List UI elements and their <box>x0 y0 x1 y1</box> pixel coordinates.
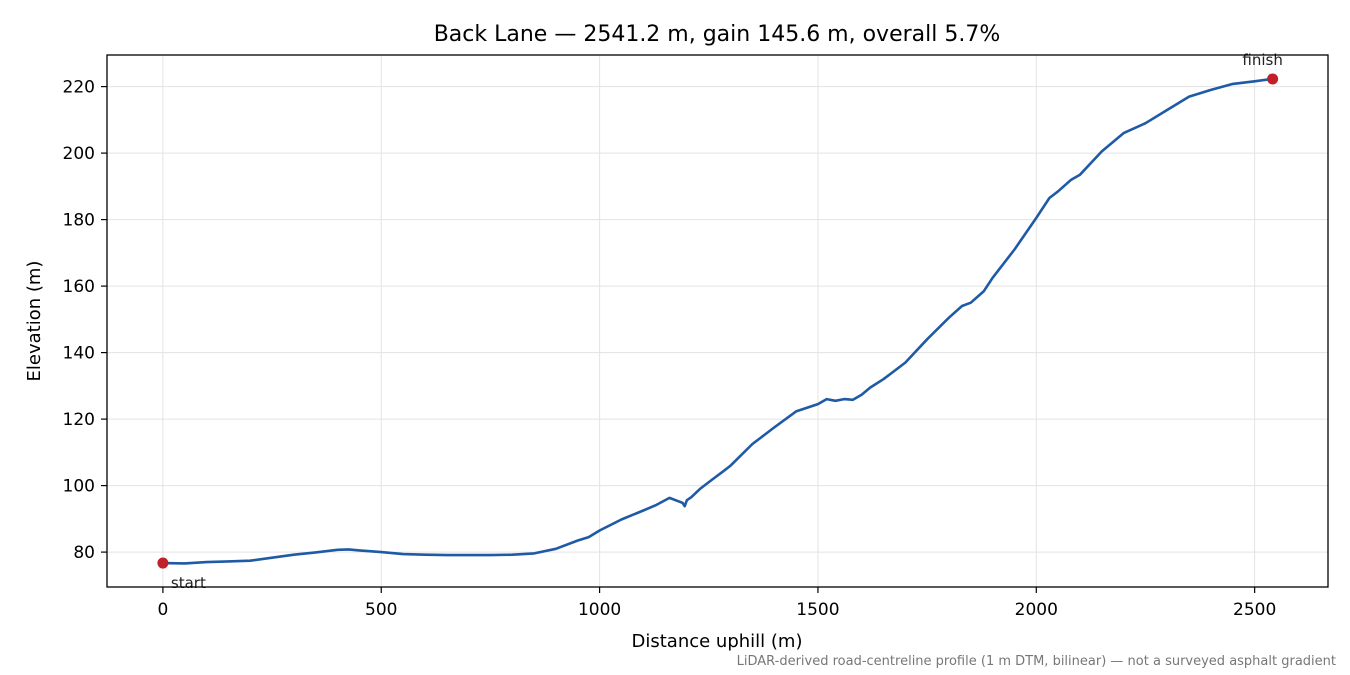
y-tick-label: 160 <box>63 277 95 297</box>
endpoint-label-start: start <box>171 574 206 592</box>
x-tick-label: 500 <box>365 600 397 620</box>
chart-footnote: LiDAR-derived road-centreline profile (1… <box>737 654 1336 669</box>
y-tick-label: 120 <box>63 410 95 430</box>
y-tick-label: 200 <box>63 144 95 164</box>
x-tick-label: 0 <box>157 600 168 620</box>
y-tick-label: 140 <box>63 344 95 364</box>
x-tick-label: 2500 <box>1233 600 1276 620</box>
endpoint-marker-finish <box>1267 73 1279 85</box>
x-tick-label: 1500 <box>796 600 839 620</box>
y-axis-ticks: 80 100 120 140 160 180 200 220 <box>63 78 107 563</box>
x-axis-ticks: 0 500 1000 1500 2000 2500 <box>157 587 1276 620</box>
x-axis-title: Distance uphill (m) <box>632 631 803 652</box>
x-tick-label: 1000 <box>578 600 621 620</box>
endpoint-label-finish: finish <box>1242 51 1282 69</box>
grid <box>107 55 1328 587</box>
elevation-profile-line <box>161 77 1274 565</box>
endpoint-markers: start finish <box>157 51 1283 592</box>
y-axis-title: Elevation (m) <box>24 261 45 382</box>
y-tick-label: 220 <box>63 78 95 98</box>
plot-frame <box>106 54 1329 588</box>
y-tick-label: 80 <box>73 543 95 563</box>
y-tick-label: 180 <box>63 211 95 231</box>
y-tick-label: 100 <box>63 477 95 497</box>
x-tick-label: 2000 <box>1015 600 1058 620</box>
endpoint-marker-start <box>157 557 169 569</box>
chart-title: Back Lane — 2541.2 m, gain 145.6 m, over… <box>434 22 1001 47</box>
